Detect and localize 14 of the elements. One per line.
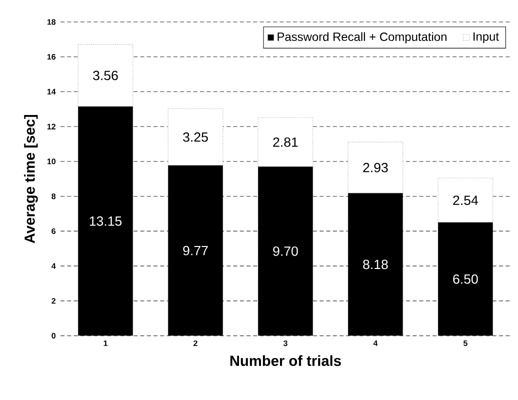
data-label: 3.56 bbox=[93, 70, 118, 80]
legend-label: Input bbox=[474, 32, 499, 44]
data-label: 2.93 bbox=[363, 162, 388, 172]
data-label: 2.81 bbox=[273, 137, 298, 147]
data-label: 3.25 bbox=[183, 132, 208, 142]
data-label: 2.54 bbox=[453, 196, 478, 205]
data-label: 9.70 bbox=[273, 246, 298, 256]
data-label: 13.15 bbox=[90, 216, 122, 226]
data-label: 6.50 bbox=[453, 274, 478, 284]
data-label: 8.18 bbox=[363, 260, 388, 270]
data-label: 9.77 bbox=[183, 246, 208, 256]
legend-label: Password Recall + Computation bbox=[278, 32, 446, 44]
y-axis-title: Average time [sec] bbox=[24, 114, 38, 244]
x-axis-title: Number of trials bbox=[230, 355, 341, 366]
